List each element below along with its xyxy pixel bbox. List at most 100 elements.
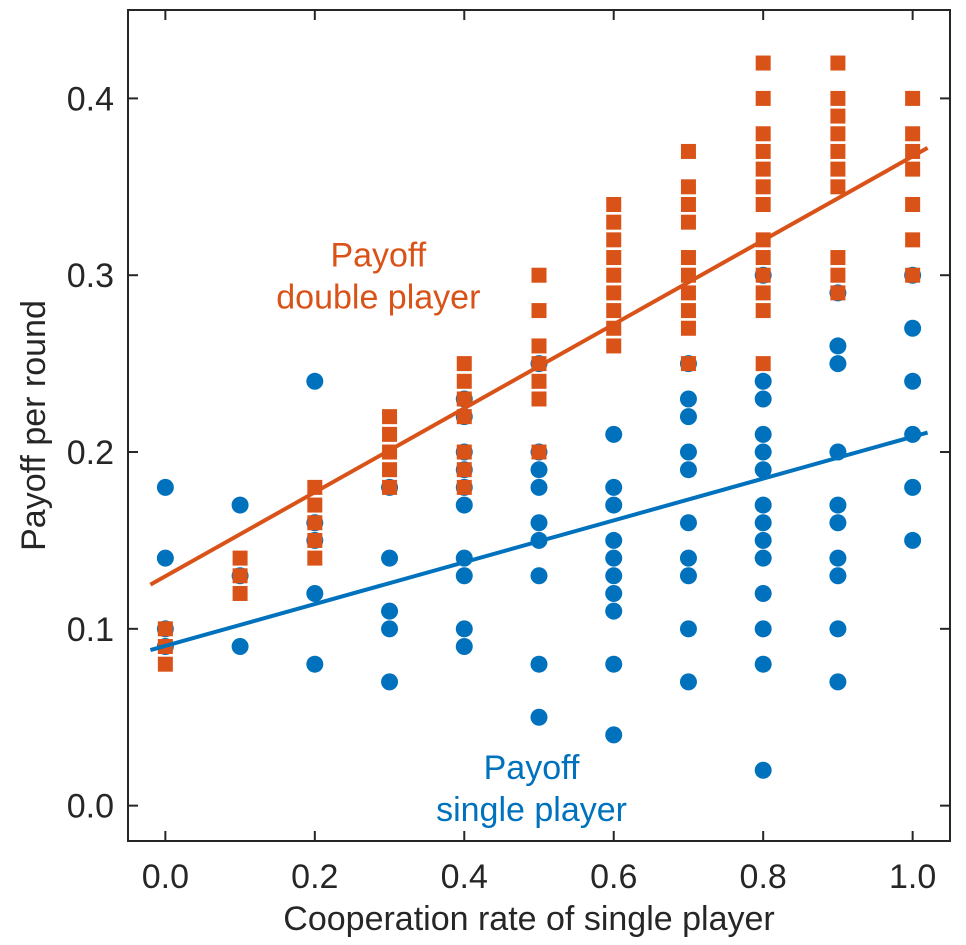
- double_player-point: [755, 196, 771, 212]
- x-axis-title: Cooperation rate of single player: [283, 900, 774, 938]
- double_player-point: [755, 143, 771, 159]
- y-tick-label: 0.0: [67, 788, 114, 826]
- double_player-point: [830, 267, 846, 283]
- single_player-point: [829, 337, 847, 355]
- single_player-point: [754, 761, 772, 779]
- single_player-point: [679, 620, 697, 638]
- single_player-point: [754, 620, 772, 638]
- single_player-point: [381, 549, 399, 567]
- double_player-point: [382, 409, 398, 425]
- single_player-point: [156, 549, 174, 567]
- single_player-point: [754, 655, 772, 673]
- double_player-point: [606, 214, 622, 230]
- annotation-double: Payoff double player: [276, 236, 480, 316]
- single_player-point: [605, 496, 623, 514]
- double_player-point: [830, 90, 846, 106]
- double_player-point: [830, 143, 846, 159]
- single_player-point: [904, 478, 922, 496]
- double_player-point: [157, 621, 173, 637]
- single_player-point: [829, 514, 847, 532]
- x-tick-label: 0.6: [590, 858, 637, 896]
- single_player-point: [679, 461, 697, 479]
- single_player-point: [530, 567, 548, 585]
- double_player-point: [755, 179, 771, 195]
- single_player-point: [904, 319, 922, 337]
- double_player-point: [606, 232, 622, 248]
- double_player-point: [157, 656, 173, 672]
- single_player-point: [231, 496, 249, 514]
- single_player-point: [605, 602, 623, 620]
- double_player-point: [755, 126, 771, 142]
- double_player-point: [456, 391, 472, 407]
- single_player-point: [829, 355, 847, 373]
- single_player-point: [754, 443, 772, 461]
- single_player-point: [530, 478, 548, 496]
- single_player-point: [754, 514, 772, 532]
- single_player-point: [605, 531, 623, 549]
- y-tick-label: 0.1: [67, 611, 114, 649]
- double_player-point: [531, 303, 547, 319]
- single_player-point: [455, 620, 473, 638]
- single_player-point: [605, 584, 623, 602]
- double_player-point: [830, 285, 846, 301]
- double_player-point: [456, 479, 472, 495]
- double_player-point: [382, 479, 398, 495]
- single_player-point: [605, 726, 623, 744]
- single_player-point: [306, 655, 324, 673]
- annotation-line: Payoff: [484, 749, 580, 787]
- x-tick-label: 0.8: [740, 858, 787, 896]
- single_player-point: [829, 496, 847, 514]
- double_player-point: [680, 303, 696, 319]
- double_player-point: [382, 426, 398, 442]
- double_player-point: [755, 55, 771, 71]
- double_player-point: [680, 250, 696, 266]
- double_player-point: [456, 356, 472, 372]
- single_player-point: [829, 673, 847, 691]
- double_player-point: [680, 320, 696, 336]
- single_player-point: [381, 673, 399, 691]
- single_player-point: [679, 549, 697, 567]
- single_player-point: [679, 567, 697, 585]
- double_player-fit-line: [149, 146, 929, 587]
- double_player-point: [307, 497, 323, 513]
- single_player-point: [156, 478, 174, 496]
- double_player-point: [680, 285, 696, 301]
- double_player-point: [905, 90, 921, 106]
- labels: 0.0 0.2 0.4 0.6 0.8 1.0 0.0 0.1 0.2 0.3 0.4 Coopera…: [15, 80, 936, 938]
- double_player-point: [531, 267, 547, 283]
- single_player-point: [679, 443, 697, 461]
- single_player-point: [829, 549, 847, 567]
- double_player-point: [755, 90, 771, 106]
- single_player-point: [530, 708, 548, 726]
- annotation-line: double player: [276, 278, 480, 316]
- double_player-point: [531, 373, 547, 389]
- annotation-line: single player: [436, 791, 627, 829]
- axes: [127, 9, 951, 842]
- single_player-point: [904, 531, 922, 549]
- double_player-point: [232, 568, 248, 584]
- single_player-point: [754, 390, 772, 408]
- single_player-point: [306, 372, 324, 390]
- single_player-point: [605, 549, 623, 567]
- single_player-point: [605, 425, 623, 443]
- single_player-point: [754, 425, 772, 443]
- single_player-point: [754, 531, 772, 549]
- double_player-point: [606, 285, 622, 301]
- single_player-point: [530, 514, 548, 532]
- double_player-point: [307, 515, 323, 531]
- x-tick-label: 0.0: [142, 858, 189, 896]
- double_player-point: [905, 196, 921, 212]
- single_player-point: [455, 496, 473, 514]
- double_player-point: [905, 161, 921, 177]
- double_player-point: [456, 444, 472, 460]
- double_player-point: [755, 285, 771, 301]
- single_player-fit-line: [149, 430, 929, 652]
- single_player-point: [530, 461, 548, 479]
- single_player-point: [605, 567, 623, 585]
- double_player-point: [456, 373, 472, 389]
- single_player-point: [754, 584, 772, 602]
- double_player-point: [456, 409, 472, 425]
- single_player-point: [754, 496, 772, 514]
- double_player-point: [830, 179, 846, 195]
- double_player-point: [830, 250, 846, 266]
